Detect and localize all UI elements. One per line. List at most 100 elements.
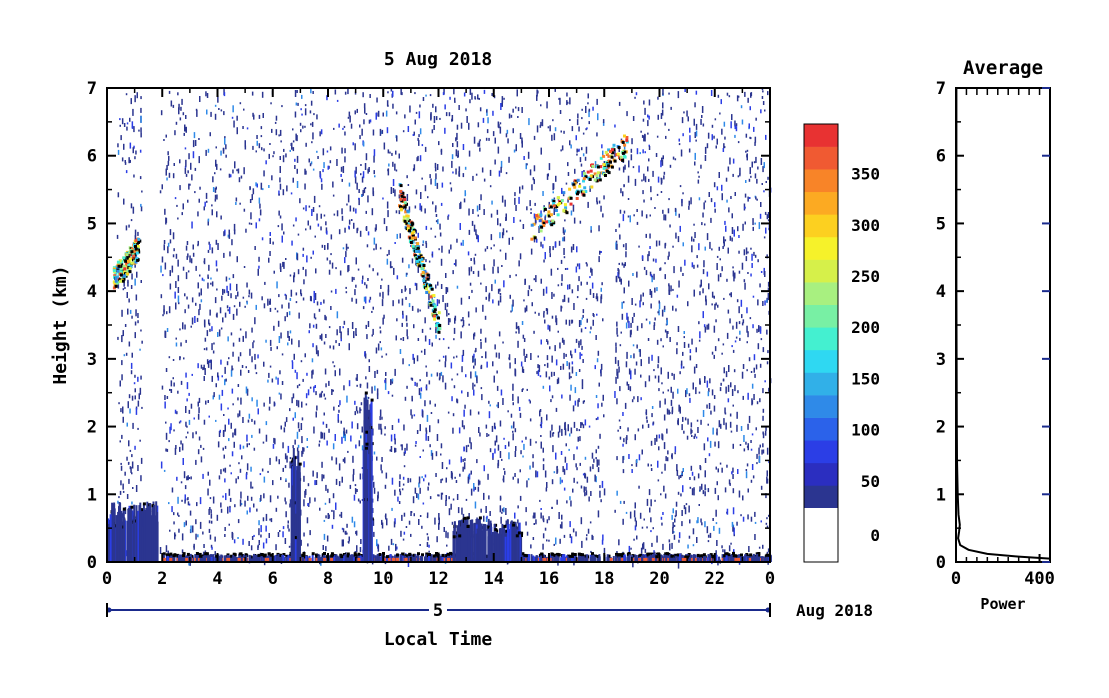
noise-cell xyxy=(568,448,570,451)
noise-cell xyxy=(357,268,360,271)
noise-cell xyxy=(499,295,502,303)
noise-cell xyxy=(721,128,723,135)
noise-cell xyxy=(246,301,248,305)
noise-cell xyxy=(183,522,186,528)
noise-cell xyxy=(175,342,178,347)
noise-cell xyxy=(678,532,681,539)
noise-cell xyxy=(181,499,183,502)
noise-cell xyxy=(690,422,693,428)
noise-cell xyxy=(223,414,225,416)
noise-cell xyxy=(187,199,189,203)
noise-cell xyxy=(251,194,253,201)
noise-cell xyxy=(734,192,736,196)
noise-cell xyxy=(727,384,730,392)
noise-cell xyxy=(729,157,731,165)
noise-cell xyxy=(672,526,674,534)
noise-cell xyxy=(431,452,434,460)
noise-cell xyxy=(667,255,669,260)
noise-cell xyxy=(323,533,326,540)
noise-cell xyxy=(211,281,214,287)
noise-cell xyxy=(354,488,357,495)
noise-cell xyxy=(200,456,203,463)
noise-cell xyxy=(460,331,462,339)
noise-cell xyxy=(448,496,450,500)
noise-cell xyxy=(746,149,749,152)
noise-cell xyxy=(351,322,354,329)
noise-cell xyxy=(542,288,545,296)
noise-cell xyxy=(587,93,589,99)
noise-cell xyxy=(137,427,139,430)
noise-cell xyxy=(218,108,220,110)
noise-cell xyxy=(534,217,537,225)
noise-cell xyxy=(361,194,363,197)
echo-edge xyxy=(426,554,430,558)
noise-cell xyxy=(622,166,625,173)
noise-cell xyxy=(220,109,223,112)
noise-cell xyxy=(500,160,503,168)
noise-cell xyxy=(212,176,214,183)
noise-cell xyxy=(227,506,229,514)
noise-cell xyxy=(287,342,289,346)
noise-cell xyxy=(283,148,285,152)
noise-cell xyxy=(460,122,463,129)
noise-cell xyxy=(708,388,710,393)
noise-cell xyxy=(600,296,602,304)
noise-cell xyxy=(127,461,130,465)
noise-cell xyxy=(304,490,306,498)
noise-cell xyxy=(322,148,325,156)
noise-cell xyxy=(257,354,259,359)
noise-cell xyxy=(229,507,231,513)
noise-cell xyxy=(754,373,756,378)
noise-cell xyxy=(376,97,378,103)
noise-cell xyxy=(401,514,403,521)
noise-cell xyxy=(654,551,656,557)
noise-cell xyxy=(757,259,759,263)
noise-cell xyxy=(133,126,135,133)
noise-cell xyxy=(698,504,700,506)
noise-cell xyxy=(425,386,428,389)
noise-cell xyxy=(135,150,137,155)
noise-cell xyxy=(312,168,315,171)
noise-cell xyxy=(538,226,540,233)
noise-cell xyxy=(289,298,292,301)
noise-cell xyxy=(635,520,637,527)
noise-cell xyxy=(277,320,280,327)
noise-cell xyxy=(331,509,333,512)
noise-cell xyxy=(284,497,286,502)
noise-cell xyxy=(698,391,701,394)
noise-cell xyxy=(641,323,643,329)
noise-cell xyxy=(576,467,578,471)
noise-cell xyxy=(685,503,688,506)
noise-cell xyxy=(355,406,358,412)
noise-cell xyxy=(752,475,755,479)
noise-cell xyxy=(269,495,272,503)
noise-cell xyxy=(537,355,539,358)
noise-cell xyxy=(462,317,464,321)
noise-cell xyxy=(762,433,765,439)
echo-core xyxy=(263,557,267,561)
noise-cell xyxy=(300,360,303,363)
noise-cell xyxy=(723,121,726,127)
noise-cell xyxy=(494,448,496,454)
noise-cell xyxy=(739,173,741,177)
noise-cell xyxy=(583,170,585,174)
noise-cell xyxy=(579,352,581,360)
noise-cell xyxy=(719,273,722,278)
noise-cell xyxy=(759,444,761,448)
noise-cell xyxy=(191,317,194,325)
noise-cell xyxy=(328,498,331,504)
noise-cell xyxy=(207,360,210,368)
noise-cell xyxy=(767,281,770,287)
noise-cell xyxy=(454,100,456,103)
noise-cell xyxy=(599,250,601,255)
noise-cell xyxy=(693,238,695,242)
noise-cell xyxy=(529,418,532,422)
noise-cell xyxy=(244,145,247,150)
noise-cell xyxy=(456,285,459,289)
noise-cell xyxy=(335,340,337,344)
noise-cell xyxy=(603,488,606,496)
noise-cell xyxy=(681,199,683,207)
noise-cell xyxy=(207,274,209,279)
noise-cell xyxy=(299,122,302,126)
echo-edge xyxy=(709,553,713,557)
